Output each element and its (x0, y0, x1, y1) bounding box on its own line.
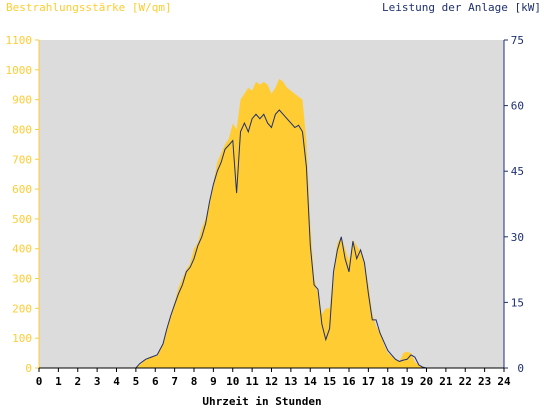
left-tick-label: 600 (12, 183, 32, 196)
right-tick-label: 30 (511, 231, 524, 244)
left-tick-label: 500 (12, 213, 32, 226)
right-tick-label: 45 (511, 165, 524, 178)
right-tick-label: 15 (511, 296, 524, 309)
x-tick-label: 16 (342, 375, 356, 388)
left-tick-label: 200 (12, 302, 32, 315)
x-tick-label: 10 (226, 375, 239, 388)
x-tick-label: 20 (420, 375, 433, 388)
power-line (39, 109, 504, 369)
right-axis-title: Leistung der Anlage [kW] (382, 1, 541, 14)
left-axis-title: Bestrahlungsstärke [W/qm] (6, 1, 172, 14)
x-tick-label: 14 (304, 375, 318, 388)
x-axis-title: Uhrzeit in Stunden (202, 395, 321, 408)
x-tick-label: 11 (246, 375, 260, 388)
left-tick-label: 0 (25, 362, 32, 375)
left-tick-label: 400 (12, 243, 32, 256)
x-tick-label: 0 (36, 375, 43, 388)
right-tick-label: 60 (511, 100, 524, 113)
x-tick-label: 8 (191, 375, 198, 388)
x-tick-label: 2 (74, 375, 81, 388)
left-tick-label: 300 (12, 273, 32, 286)
left-tick-label: 700 (12, 153, 32, 166)
x-tick-label: 7 (171, 375, 178, 388)
x-axis-ticks: 0 1 2 3 4 5 6 7 8 9 10 11 12 13 14 15 16 17 18 19 20 21 22 23 24 (36, 368, 511, 388)
left-tick-label: 1000 (6, 64, 33, 77)
left-tick-label: 100 (12, 332, 32, 345)
x-tick-label: 6 (152, 375, 159, 388)
x-tick-label: 22 (459, 375, 472, 388)
left-tick-label: 800 (12, 123, 32, 136)
irradiance-area (39, 78, 504, 369)
x-tick-label: 5 (133, 375, 140, 388)
x-tick-label: 18 (381, 375, 394, 388)
x-tick-label: 17 (362, 375, 375, 388)
x-tick-label: 23 (478, 375, 491, 388)
irradiance-area-layer (39, 78, 504, 369)
power-line-layer (39, 109, 504, 369)
x-tick-label: 24 (497, 375, 511, 388)
x-tick-label: 13 (284, 375, 297, 388)
x-tick-label: 1 (55, 375, 62, 388)
right-tick-label: 0 (517, 362, 524, 375)
x-tick-label: 15 (323, 375, 336, 388)
x-tick-label: 12 (265, 375, 278, 388)
x-tick-label: 4 (113, 375, 120, 388)
right-tick-label: 75 (511, 34, 524, 47)
left-axis-ticks: 0 100 200 300 400 500 600 700 800 900 1000 1100 (6, 34, 39, 375)
x-tick-label: 21 (439, 375, 453, 388)
left-tick-label: 1100 (6, 34, 33, 47)
x-tick-label: 9 (210, 375, 217, 388)
left-tick-label: 900 (12, 94, 32, 107)
x-tick-label: 3 (94, 375, 101, 388)
x-tick-label: 19 (401, 375, 414, 388)
right-axis-ticks: 0 15 30 45 60 75 (504, 34, 524, 375)
